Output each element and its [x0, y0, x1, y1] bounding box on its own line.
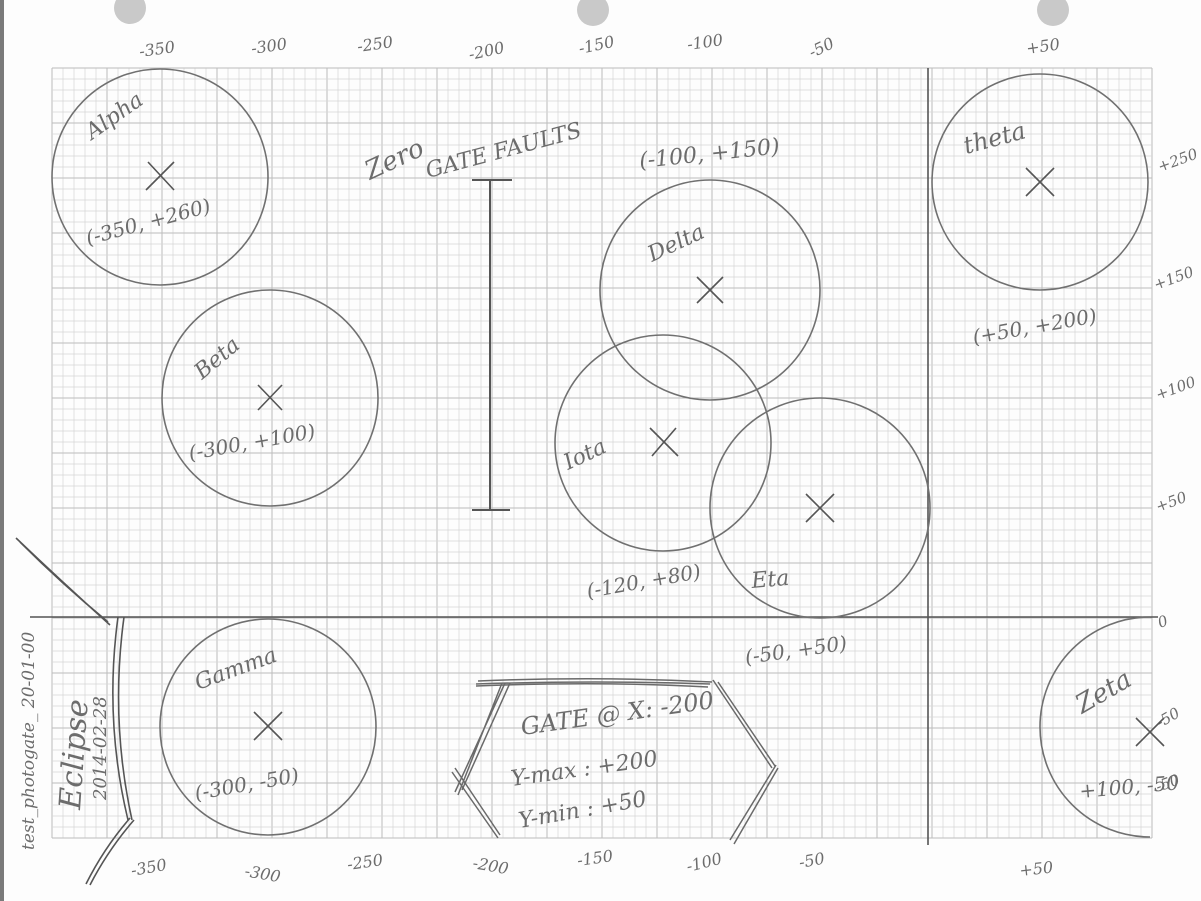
- center-mark-alpha: [145, 161, 175, 191]
- bottom-tick-label: -150: [576, 846, 614, 870]
- circle-name: Iota: [559, 434, 610, 476]
- side-note: test_photogate_ 20-01-00 Eclipse 2014-02…: [19, 632, 111, 850]
- top-tick-label: +50: [1025, 34, 1061, 58]
- page-edge: [0, 0, 4, 901]
- bottom-tick-label: -100: [684, 849, 723, 876]
- punch-hole-center: [577, 0, 609, 26]
- top-tick-label: -50: [806, 34, 837, 62]
- center-mark-theta: [1025, 167, 1055, 197]
- side-note-line: Eclipse: [53, 698, 96, 811]
- circle-theta: [931, 73, 1149, 291]
- circle-alpha: [51, 68, 269, 286]
- bottom-tick-labels: -350 -300 -250 -200 -150 -100 -50 +50: [129, 846, 1054, 886]
- center-mark-iota: [649, 427, 679, 457]
- right-tick-label: +250: [1155, 145, 1200, 176]
- top-tick-label: -150: [577, 32, 616, 58]
- side-note-line: test_photogate_ 20-01-00: [19, 632, 39, 850]
- top-tick-label: -250: [356, 32, 394, 56]
- circle-names: Alpha Beta Delta Iota Eta theta Gamma Ze…: [79, 88, 1136, 721]
- circle-coord: (-300, -50): [193, 763, 301, 805]
- bottom-tick-label: -200: [471, 853, 510, 878]
- right-tick-label: +150: [1151, 263, 1196, 294]
- right-tick-labels: +250 +150 +100 +50 0 -50 -50: [1151, 145, 1200, 796]
- circle-name: Delta: [643, 220, 709, 268]
- punch-hole-right: [1037, 0, 1069, 26]
- circle-delta: [599, 179, 821, 401]
- center-mark-delta: [696, 276, 724, 304]
- top-tick-label: -350: [138, 37, 176, 61]
- center-mark-gamma: [253, 711, 283, 741]
- circle-name: Alpha: [79, 88, 148, 147]
- center-mark-zeta: [1135, 717, 1165, 747]
- circle-beta: [161, 289, 379, 507]
- title-prefix: Zero: [359, 133, 428, 187]
- bottom-tick-label: -50: [797, 849, 826, 872]
- circles: [51, 68, 1151, 838]
- circle-iota: [554, 334, 772, 552]
- diagram-title: GATE FAULTS: [423, 118, 584, 184]
- side-strokes: [15, 537, 135, 886]
- center-marks: [145, 161, 1165, 747]
- circle-coord: (-100, +150): [638, 134, 781, 174]
- circle-coord: (-350, +260): [83, 193, 213, 249]
- top-tick-label: -200: [467, 38, 506, 64]
- gate-marker: [472, 179, 512, 511]
- gate-note-line: GATE @ X: -200: [519, 686, 716, 741]
- gate-note-line: Y-max : +200: [509, 747, 659, 792]
- bottom-tick-label: -250: [346, 850, 384, 874]
- circle-zeta: [1039, 616, 1151, 838]
- circle-eta: [709, 397, 931, 619]
- punch-hole-left: [114, 0, 146, 24]
- circle-gamma: [159, 618, 377, 836]
- center-mark-beta: [257, 384, 283, 411]
- circle-coord: +100, -50: [1078, 770, 1180, 803]
- bottom-tick-label: -350: [129, 855, 168, 880]
- center-mark-eta: [805, 493, 835, 523]
- top-tick-labels: -350 -300 -250 -200 -150 -100 -50 +50: [138, 30, 1061, 64]
- gate-note-sketch: [451, 677, 779, 845]
- bottom-tick-label: +50: [1018, 858, 1054, 880]
- top-tick-label: -300: [250, 34, 288, 58]
- bottom-tick-label: -300: [243, 861, 282, 886]
- right-tick-label: +100: [1153, 373, 1198, 404]
- top-tick-label: -100: [686, 30, 724, 54]
- right-tick-label: 0: [1155, 611, 1171, 631]
- side-note-line: 2014-02-28: [90, 696, 111, 801]
- circle-name: Eta: [749, 566, 790, 594]
- right-tick-label: -50: [1153, 704, 1183, 732]
- gate-note: GATE @ X: -200 Y-max : +200 Y-min : +50: [509, 686, 715, 834]
- right-tick-label: +50: [1153, 488, 1189, 516]
